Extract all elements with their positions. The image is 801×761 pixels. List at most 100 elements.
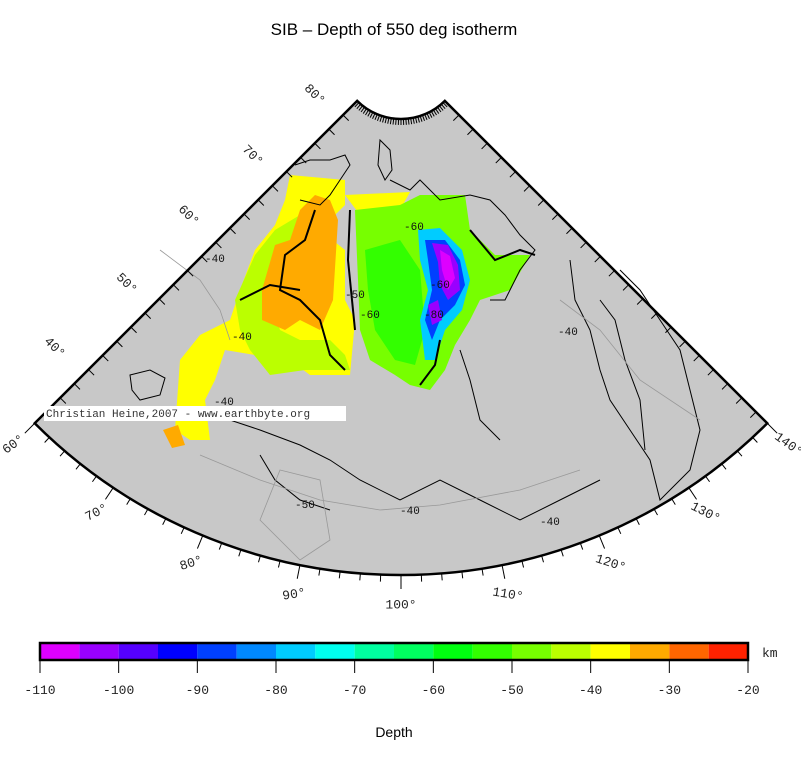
colorbar-bin xyxy=(433,643,473,660)
latitude-tick xyxy=(467,128,474,136)
inner-tick xyxy=(354,102,360,108)
latitude-tick xyxy=(88,369,95,376)
inner-tick xyxy=(410,118,413,125)
colorbar-bin xyxy=(630,643,670,660)
longitude-tick xyxy=(635,518,640,526)
inner-tick xyxy=(432,109,437,116)
latitude-tick xyxy=(566,227,573,235)
contour-label: -40 xyxy=(205,254,225,266)
longitude-tick xyxy=(24,422,36,434)
contour-label: -60 xyxy=(360,310,380,322)
longitude-tick xyxy=(238,549,242,557)
latitude-tick xyxy=(201,256,208,263)
inner-tick xyxy=(417,116,420,123)
colorbar-bin xyxy=(669,643,709,660)
colorbar-tick-label: -90 xyxy=(186,683,209,698)
colorbar-tick-label: -80 xyxy=(264,683,287,698)
coastlines xyxy=(129,138,701,521)
colorbar-bin xyxy=(197,643,237,660)
latitude-tick xyxy=(172,284,180,291)
longitude-label: 100° xyxy=(385,597,416,612)
depth-zone-orange-west xyxy=(262,195,338,330)
latitude-label: 70° xyxy=(239,142,266,169)
colorbar-tick-label: -30 xyxy=(658,683,681,698)
longitude-tick xyxy=(766,422,778,434)
longitude-label: 140° xyxy=(771,429,801,459)
latitude-tick xyxy=(749,411,757,418)
colorbar-bin xyxy=(472,643,512,660)
colorbar-tick-label: -60 xyxy=(422,683,445,698)
latitude-tick xyxy=(158,298,166,305)
latitude-tick xyxy=(679,340,686,348)
colorbar-bin xyxy=(158,643,198,660)
latitude-tick xyxy=(608,270,615,277)
longitude-tick xyxy=(144,508,149,516)
latitude-tick xyxy=(537,199,545,206)
longitude-tick xyxy=(579,542,584,550)
contour-label: -40 xyxy=(232,332,252,344)
inner-tick xyxy=(352,100,358,106)
longitude-tick xyxy=(688,487,697,500)
contour-label: -40 xyxy=(558,327,578,339)
inner-tick xyxy=(392,118,395,125)
colorbar-frame xyxy=(38,641,750,662)
longitude-tick xyxy=(501,564,506,579)
inner-tick xyxy=(360,106,365,113)
colorbar-tick-label: -100 xyxy=(103,683,134,698)
latitude-tick xyxy=(342,114,350,121)
longitude-tick xyxy=(258,555,261,563)
longitude-tick xyxy=(617,527,622,534)
contour-label: -60 xyxy=(404,222,424,234)
longitude-label: 110° xyxy=(491,585,524,605)
latitude-tick xyxy=(481,142,488,150)
inner-tick xyxy=(419,115,423,122)
longitude-tick xyxy=(277,560,281,568)
longitude-tick xyxy=(598,535,606,549)
inner-tick xyxy=(440,103,446,110)
depth-fill-layer xyxy=(163,175,530,448)
depth-zone-magenta-east xyxy=(440,250,455,290)
colorbar-bins xyxy=(40,643,748,660)
latitude-tick xyxy=(721,383,729,390)
inner-tick xyxy=(384,117,388,124)
inner-tick xyxy=(437,106,442,113)
latitude-tick xyxy=(257,199,265,206)
colorbar-tick-label: -50 xyxy=(500,683,523,698)
latitude-tick xyxy=(580,241,587,249)
longitude-tick xyxy=(162,518,167,526)
longitude-label: 60° xyxy=(0,431,27,457)
colorbar-unit: km xyxy=(762,646,778,661)
latitude-tick xyxy=(73,383,81,390)
longitude-tick xyxy=(441,573,443,581)
inner-tick xyxy=(428,112,433,118)
inner-tick xyxy=(358,105,364,111)
colorbar: -110 -100 -90 -80 -70 -60 -50 -40 -30 -20 km Dept… xyxy=(24,641,778,740)
longitude-label: 130° xyxy=(688,499,723,527)
longitude-tick xyxy=(318,568,321,576)
colorbar-tick-label: -20 xyxy=(736,683,759,698)
latitude-tick xyxy=(594,256,601,263)
latitude-tick xyxy=(130,326,137,334)
latitude-tick xyxy=(509,171,516,178)
inner-tick xyxy=(382,116,385,123)
depth-zone-magenta-south xyxy=(428,300,442,325)
colorbar-bin xyxy=(354,643,394,660)
depth-zone-lime-west xyxy=(235,215,350,375)
inner-tick xyxy=(424,114,428,121)
latitude-label: 50° xyxy=(113,270,140,297)
inner-tick xyxy=(374,114,378,121)
colorbar-bin xyxy=(40,643,80,660)
latitude-tick xyxy=(495,157,502,164)
latitude-tick xyxy=(271,185,279,192)
latitude-tick xyxy=(452,114,460,121)
longitude-tick xyxy=(180,527,185,534)
contour-labels: -40 -40 -40 -40 -40 -50 -40 -60 -60 -50 … xyxy=(205,222,578,529)
longitude-tick xyxy=(653,508,658,516)
latitude-tick xyxy=(116,340,123,348)
inner-tick xyxy=(367,110,372,117)
colorbar-bin xyxy=(708,643,748,660)
longitude-tick xyxy=(560,549,564,557)
contour-label: -50 xyxy=(345,290,365,302)
inner-tick xyxy=(372,113,376,119)
